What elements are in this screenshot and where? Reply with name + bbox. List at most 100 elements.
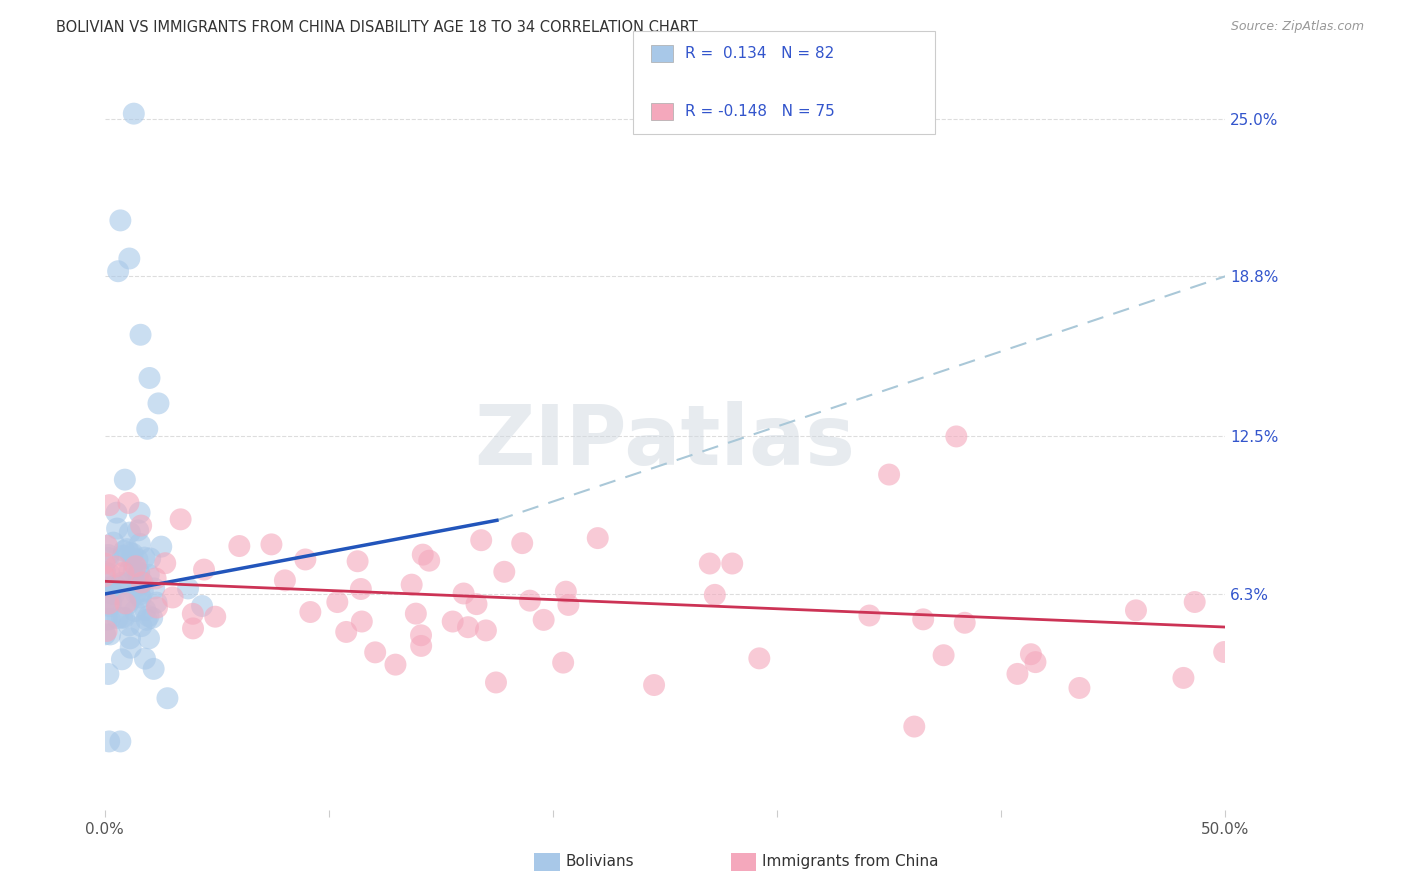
Point — [132, 584, 155, 599]
Point — [136, 422, 159, 436]
Point — [112, 611, 135, 625]
Text: R = -0.148   N = 75: R = -0.148 N = 75 — [685, 104, 835, 119]
Point — [418, 554, 440, 568]
Point — [699, 557, 721, 571]
Text: Bolivians: Bolivians — [565, 855, 634, 869]
Point — [118, 618, 141, 632]
Point — [127, 524, 149, 538]
Point — [134, 651, 156, 665]
Point — [131, 575, 153, 590]
Point — [98, 597, 121, 611]
Point — [98, 580, 121, 594]
Point — [912, 612, 935, 626]
Point — [129, 518, 152, 533]
Point — [193, 563, 215, 577]
Point — [274, 574, 297, 588]
Point — [110, 576, 132, 591]
Point — [104, 559, 127, 574]
Point — [103, 535, 125, 549]
Point — [441, 615, 464, 629]
Point — [181, 607, 204, 621]
Point — [98, 599, 121, 613]
Point — [122, 564, 145, 578]
Point — [118, 252, 141, 266]
Point — [128, 537, 150, 551]
Point — [346, 554, 368, 568]
Point — [125, 559, 148, 574]
Point — [128, 506, 150, 520]
Point — [533, 613, 555, 627]
Point — [131, 619, 153, 633]
Point — [118, 525, 141, 540]
Point — [299, 605, 322, 619]
Point — [122, 557, 145, 571]
Point — [138, 371, 160, 385]
Point — [134, 550, 156, 565]
Point — [721, 557, 744, 571]
Point — [643, 678, 665, 692]
Point — [93, 569, 115, 583]
Point — [98, 566, 121, 581]
Point — [105, 506, 128, 520]
Point — [114, 473, 136, 487]
Point — [97, 551, 120, 566]
Point — [110, 734, 132, 748]
Point — [294, 552, 316, 566]
Point — [103, 587, 125, 601]
Point — [143, 582, 166, 596]
Point — [98, 612, 121, 626]
Point — [112, 544, 135, 558]
Point — [703, 588, 725, 602]
Point — [100, 586, 122, 600]
Point — [111, 652, 134, 666]
Point — [155, 556, 177, 570]
Point — [932, 648, 955, 663]
Point — [129, 591, 152, 605]
Point — [125, 586, 148, 600]
Point — [131, 575, 153, 590]
Point — [1019, 647, 1042, 661]
Point — [98, 734, 121, 748]
Point — [384, 657, 406, 672]
Text: Immigrants from China: Immigrants from China — [762, 855, 939, 869]
Text: ZIPatlas: ZIPatlas — [474, 401, 855, 482]
Point — [96, 613, 118, 627]
Point — [118, 564, 141, 578]
Point — [1184, 595, 1206, 609]
Point — [96, 624, 118, 638]
Point — [141, 611, 163, 625]
Point — [142, 662, 165, 676]
Point — [181, 621, 204, 635]
Point — [494, 565, 516, 579]
Point — [177, 582, 200, 596]
Point — [98, 498, 121, 512]
Point — [107, 264, 129, 278]
Point — [107, 611, 129, 625]
Point — [554, 584, 576, 599]
Point — [145, 596, 167, 610]
Point — [112, 566, 135, 580]
Point — [1173, 671, 1195, 685]
Point — [93, 557, 115, 571]
Point — [94, 565, 117, 579]
Point — [94, 627, 117, 641]
Text: BOLIVIAN VS IMMIGRANTS FROM CHINA DISABILITY AGE 18 TO 34 CORRELATION CHART: BOLIVIAN VS IMMIGRANTS FROM CHINA DISABI… — [56, 20, 697, 35]
Point — [586, 531, 609, 545]
Point — [475, 624, 498, 638]
Point — [121, 547, 143, 561]
Point — [1007, 666, 1029, 681]
Point — [100, 596, 122, 610]
Point — [1024, 655, 1046, 669]
Point — [127, 552, 149, 566]
Point — [150, 540, 173, 554]
Point — [112, 549, 135, 563]
Point — [326, 595, 349, 609]
Point — [204, 609, 226, 624]
Point — [519, 593, 541, 607]
Point — [457, 620, 479, 634]
Point — [129, 327, 152, 342]
Point — [97, 667, 120, 681]
Point — [138, 609, 160, 624]
Point — [1213, 645, 1236, 659]
Point — [364, 645, 387, 659]
